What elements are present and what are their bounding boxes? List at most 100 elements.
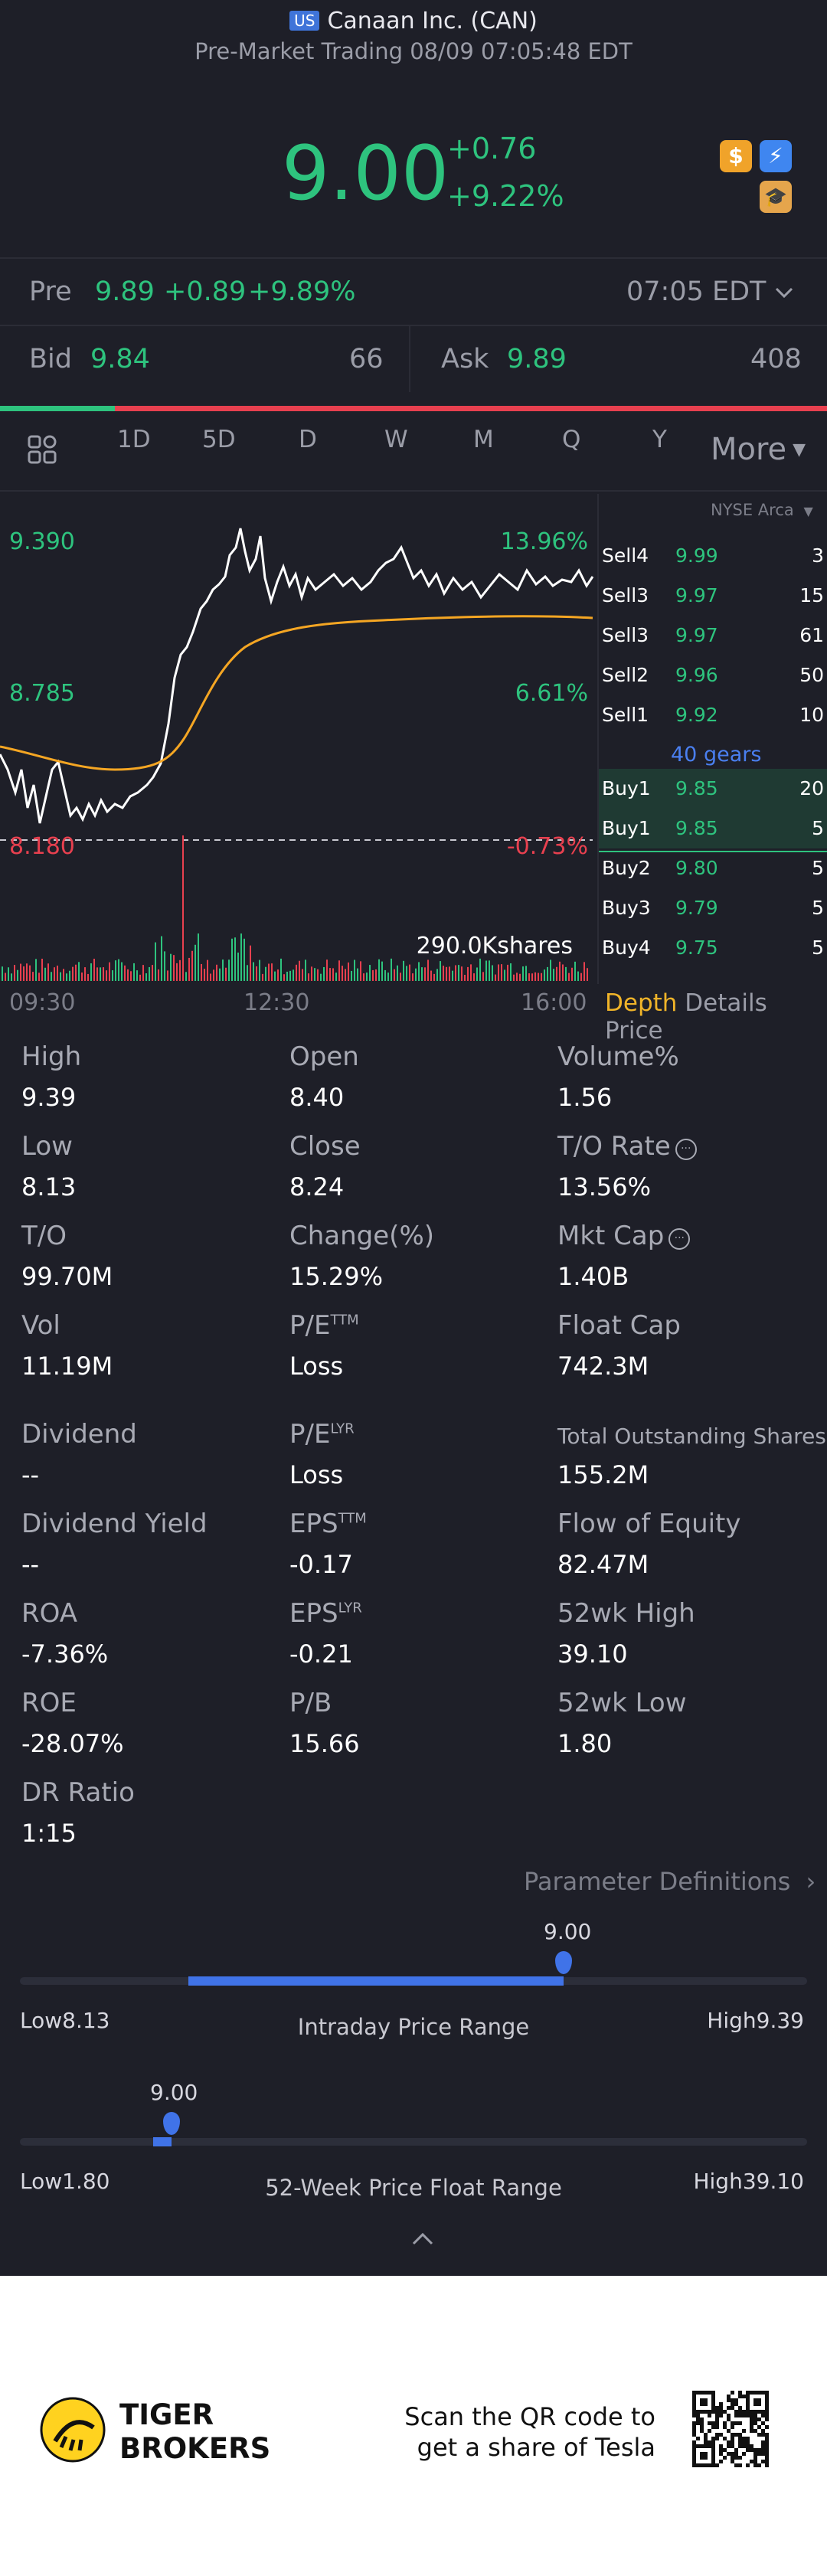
intraday-low-label: Low	[20, 2008, 63, 2033]
volume-bar	[164, 951, 165, 981]
stat-label: T/O	[21, 1221, 67, 1251]
stock-title: US Canaan Inc. (CAN)	[0, 8, 827, 34]
volume-bar	[394, 969, 395, 981]
volume-bar	[106, 970, 107, 981]
pct-high-label: 13.96%	[501, 528, 588, 555]
stats-grid: High 9.39 Open 8.40 Volume% 1.56 Low 8.13 Close 8…	[0, 1041, 827, 1853]
volume-bar	[473, 973, 475, 981]
volume-bar	[308, 973, 309, 981]
chevron-right-icon: ›	[806, 1867, 816, 1896]
lightning-icon[interactable]: ⚡	[760, 140, 792, 172]
pct-mid-label: 6.61%	[515, 680, 588, 707]
volume-bar	[142, 965, 144, 981]
stat-value: 8.24	[289, 1172, 345, 1201]
info-icon[interactable]: ···	[668, 1228, 691, 1250]
volume-bar	[363, 973, 364, 981]
volume-bar	[565, 966, 567, 981]
order-label: Buy3	[602, 897, 651, 919]
volume-bar	[259, 959, 260, 981]
week52-high-label: High	[693, 2169, 743, 2194]
pre-market-row[interactable]: Pre 9.89 +0.89 +9.89% 07:05 EDT	[0, 259, 827, 325]
volume-bar	[256, 966, 257, 981]
week52-range-title: 52-Week Price Float Range	[265, 2175, 562, 2201]
tab-details[interactable]: Details	[685, 989, 767, 1017]
volume-bar	[476, 967, 478, 981]
order-size: 3	[812, 544, 824, 567]
volume-bar	[528, 973, 530, 981]
volume-bar	[443, 966, 444, 981]
volume-bar	[130, 971, 132, 981]
volume-bar	[412, 973, 414, 981]
volume-bar	[351, 970, 352, 981]
volume-bar	[262, 973, 263, 981]
stat-label: P/ETTM	[289, 1310, 359, 1341]
volume-bar	[571, 967, 573, 981]
volume-bar	[41, 958, 43, 981]
order-row: Sell4 9.99 3	[599, 536, 827, 576]
volume-bar	[522, 966, 524, 981]
education-icon[interactable]: 🎓	[760, 181, 792, 213]
dollar-icon[interactable]: $	[720, 140, 752, 172]
stat-label: Low	[21, 1131, 73, 1162]
stat-label: Vol	[21, 1310, 60, 1341]
ask-label: Ask	[441, 344, 489, 374]
volume-bar	[559, 961, 561, 981]
tab-y[interactable]: Y	[652, 426, 667, 453]
info-icon[interactable]: ···	[675, 1139, 697, 1160]
volume-bar	[547, 966, 548, 981]
qr-code-icon	[692, 2391, 769, 2467]
volume-bar	[96, 967, 98, 981]
tab-m[interactable]: M	[473, 426, 494, 453]
volume-bar	[320, 973, 322, 981]
parameter-definitions-link[interactable]: Parameter Definitions ›	[524, 1867, 816, 1896]
volume-bar	[446, 966, 447, 981]
tab-more[interactable]: More ▼	[711, 432, 806, 467]
volume-bar	[562, 964, 564, 981]
volume-bar	[541, 973, 542, 981]
order-row: Buy1 9.85 5	[599, 809, 827, 848]
stat-value: Loss	[289, 1460, 344, 1489]
volume-bar	[204, 969, 205, 981]
volume-bar	[329, 968, 331, 981]
week52-low-label: Low	[20, 2169, 63, 2194]
volume-bar	[100, 967, 101, 981]
volume-bar	[124, 965, 126, 981]
volume-bar	[467, 966, 469, 981]
volume-bar	[357, 968, 358, 981]
gears-label[interactable]: 40 gears	[671, 743, 762, 767]
order-label: Buy1	[602, 817, 651, 839]
tab-depth[interactable]: Depth	[605, 989, 678, 1017]
qr-caption: Scan the QR code to get a share of Tesla	[398, 2401, 655, 2463]
volume-bar	[418, 962, 420, 981]
buy-divider	[599, 851, 827, 852]
volume-bar	[489, 960, 490, 981]
order-size: 5	[812, 857, 824, 879]
chevron-down-icon[interactable]	[773, 282, 795, 303]
pre-change-percent: +9.89%	[248, 276, 356, 307]
y-low-label: 8.180	[9, 833, 75, 860]
qr-caption-line-1: Scan the QR code to	[404, 2402, 655, 2431]
tab-price[interactable]: Price	[605, 1017, 663, 1044]
tab-w[interactable]: W	[384, 426, 408, 453]
stat-value: --	[21, 1550, 40, 1579]
tab-q[interactable]: Q	[562, 426, 581, 453]
volume-bar	[194, 944, 196, 981]
week52-range-fill	[153, 2137, 172, 2146]
intraday-low-value: 8.13	[62, 2008, 110, 2033]
intraday-chart[interactable]: 9.390 8.785 8.180 13.96% 6.61% -0.73% 29…	[0, 494, 597, 984]
chevron-up-icon[interactable]	[410, 2231, 435, 2247]
volume-bar	[90, 963, 92, 981]
stat-value: -0.17	[289, 1550, 353, 1579]
tab-d[interactable]: D	[299, 426, 317, 453]
tab-5d[interactable]: 5D	[202, 426, 236, 453]
volume-bar	[507, 964, 508, 981]
pre-time: 07:05 EDT	[626, 276, 767, 307]
volume-bar	[430, 970, 432, 981]
grid-icon[interactable]	[28, 435, 58, 466]
exchange-label[interactable]: NYSE Arca ▼	[711, 501, 813, 519]
volume-bar	[283, 974, 285, 981]
volume-bar	[455, 965, 456, 981]
volume-bar	[5, 973, 6, 981]
tab-1d[interactable]: 1D	[117, 426, 151, 453]
volume-bar	[72, 966, 74, 981]
